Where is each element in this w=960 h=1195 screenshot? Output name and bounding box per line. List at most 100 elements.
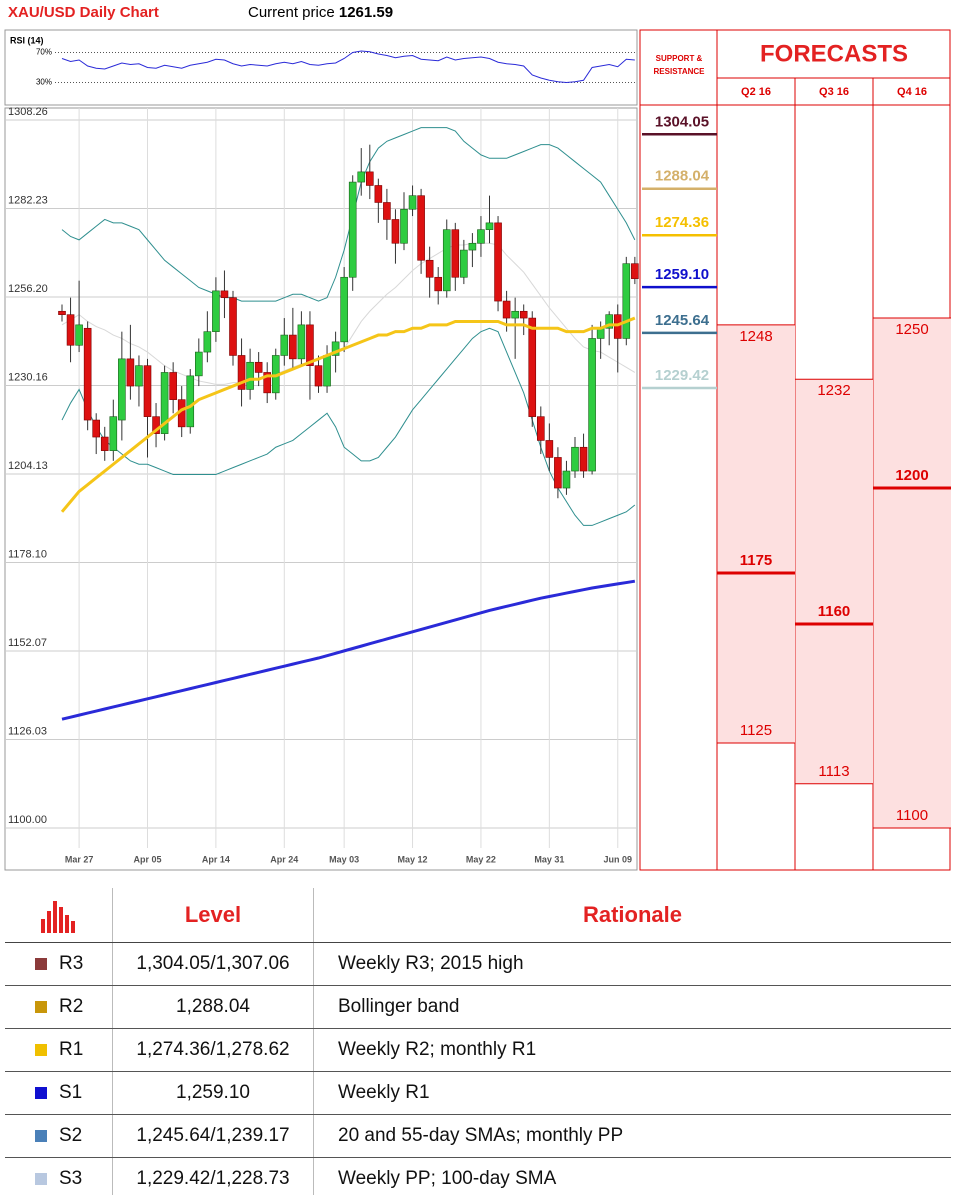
forecast-range — [718, 324, 795, 744]
level-swatch — [35, 1000, 47, 1013]
candle-body — [374, 185, 383, 203]
code-cell: R3 — [5, 942, 113, 986]
candle-body — [622, 263, 631, 339]
level-cell: 1,288.04 — [112, 985, 314, 1029]
rationale-cell: Weekly PP; 100-day SMA — [313, 1157, 951, 1195]
candle-body — [169, 372, 177, 400]
level-code: R1 — [59, 1039, 84, 1060]
level-swatch — [35, 957, 47, 970]
forecast-high-label: 1250 — [895, 321, 928, 338]
y-tick-label: 1230.16 — [8, 371, 48, 383]
candle-body — [588, 338, 596, 472]
candle-body — [571, 446, 579, 472]
y-tick-label: 1308.26 — [8, 106, 48, 118]
candle-body — [425, 259, 434, 278]
rationale-cell: Weekly R1 — [313, 1071, 951, 1115]
table-row: R3 1,304.05/1,307.06 Weekly R3; 2015 high — [5, 942, 951, 986]
candle-body — [143, 365, 152, 417]
forecast-mid-label: 1200 — [895, 467, 928, 484]
bar-icon — [40, 901, 75, 933]
candle-body — [254, 361, 263, 373]
level-label: 1259.10 — [655, 266, 709, 283]
candle-body — [75, 324, 83, 346]
sr-title: SUPPORT & RESISTANCE — [653, 54, 705, 76]
overlay-line — [61, 579, 636, 721]
candle-body — [605, 314, 614, 329]
candle-body — [118, 358, 126, 421]
table-row: R2 1,288.04 Bollinger band — [5, 985, 951, 1029]
y-tick-label: 1256.20 — [8, 283, 48, 295]
y-tick-label: 1204.13 — [8, 460, 48, 472]
table-row: S1 1,259.10 Weekly R1 — [5, 1071, 951, 1115]
x-tick-label: Apr 24 — [270, 854, 298, 864]
x-tick-label: Jun 09 — [603, 854, 632, 864]
candle-body — [289, 334, 297, 360]
level-code: S2 — [59, 1125, 83, 1146]
table-row: S2 1,245.64/1,239.17 20 and 55-day SMAs; m… — [5, 1114, 951, 1158]
overlay-line — [61, 242, 636, 385]
rationale-cell: Weekly R3; 2015 high — [313, 942, 951, 986]
candle-body — [135, 365, 143, 387]
forecast-high-label: 1232 — [817, 382, 850, 399]
candle-body — [160, 372, 169, 434]
overlay-line — [61, 327, 636, 526]
rsi-tick-label: 70% — [36, 48, 52, 57]
rsi-line — [61, 50, 635, 84]
level-label: 1245.64 — [655, 312, 710, 329]
level-code: R2 — [59, 996, 84, 1017]
chart-title: XAU/USD Daily Chart — [8, 4, 159, 21]
table-row: S3 1,229.42/1,228.73 Weekly PP; 100-day SM… — [5, 1157, 951, 1195]
level-label: 1288.04 — [655, 168, 710, 185]
overlay-line — [60, 316, 636, 513]
candle-body — [186, 375, 195, 428]
x-tick-label: Apr 05 — [133, 854, 161, 864]
level-label: 1229.42 — [655, 367, 709, 384]
candle-body — [280, 334, 289, 356]
forecasts-title: FORECASTS — [760, 40, 908, 67]
level-swatch — [35, 1172, 47, 1185]
candle-body — [528, 317, 537, 417]
forecast-mid-label: 1175 — [740, 552, 773, 569]
candle-body — [212, 290, 220, 332]
candle-body — [579, 446, 588, 472]
candle-body — [100, 436, 109, 451]
candle-body — [83, 327, 92, 421]
x-tick-label: Apr 14 — [202, 854, 230, 864]
candle-body — [383, 202, 391, 220]
level-cell: 1,259.10 — [112, 1071, 314, 1115]
candle-body — [400, 208, 408, 244]
price-label: Current price — [248, 4, 335, 21]
rsi-title: RSI (14) — [10, 35, 44, 45]
level-label: 1274.36 — [655, 214, 709, 231]
candle-body — [229, 297, 237, 356]
candle-body — [246, 361, 254, 390]
forecast-high-label: 1248 — [739, 328, 772, 345]
candle-body — [417, 195, 425, 261]
candle-body — [314, 365, 323, 387]
rationale-header: Rationale — [313, 888, 951, 943]
candle-body — [58, 310, 66, 315]
candle-body — [152, 416, 160, 434]
table-row: R1 1,274.36/1,278.62 Weekly R2; monthly R1 — [5, 1028, 951, 1072]
candle-body — [494, 222, 502, 302]
candle-body — [596, 327, 605, 339]
candle-body — [434, 276, 443, 292]
candle-body — [237, 355, 246, 390]
candle-body — [442, 229, 451, 292]
candle-body — [195, 351, 203, 377]
level-swatch — [35, 1043, 47, 1056]
candle-body — [126, 358, 135, 387]
x-tick-label: May 22 — [466, 854, 496, 864]
level-cell: 1,245.64/1,239.17 — [112, 1114, 314, 1158]
rationale-cell: 20 and 55-day SMAs; monthly PP — [313, 1114, 951, 1158]
candle-body — [365, 171, 374, 186]
y-tick-label: 1282.23 — [8, 194, 48, 206]
candle-body — [631, 263, 639, 279]
code-cell: R1 — [5, 1028, 113, 1072]
quarter-label: Q2 16 — [741, 86, 771, 98]
candle-body — [468, 242, 477, 251]
quarter-label: Q4 16 — [897, 86, 927, 98]
levels-table: Level Rationale R3 1,304.05/1,307.06 Weekl… — [5, 888, 951, 1195]
candle-body — [477, 229, 485, 244]
y-tick-label: 1178.10 — [8, 548, 47, 560]
